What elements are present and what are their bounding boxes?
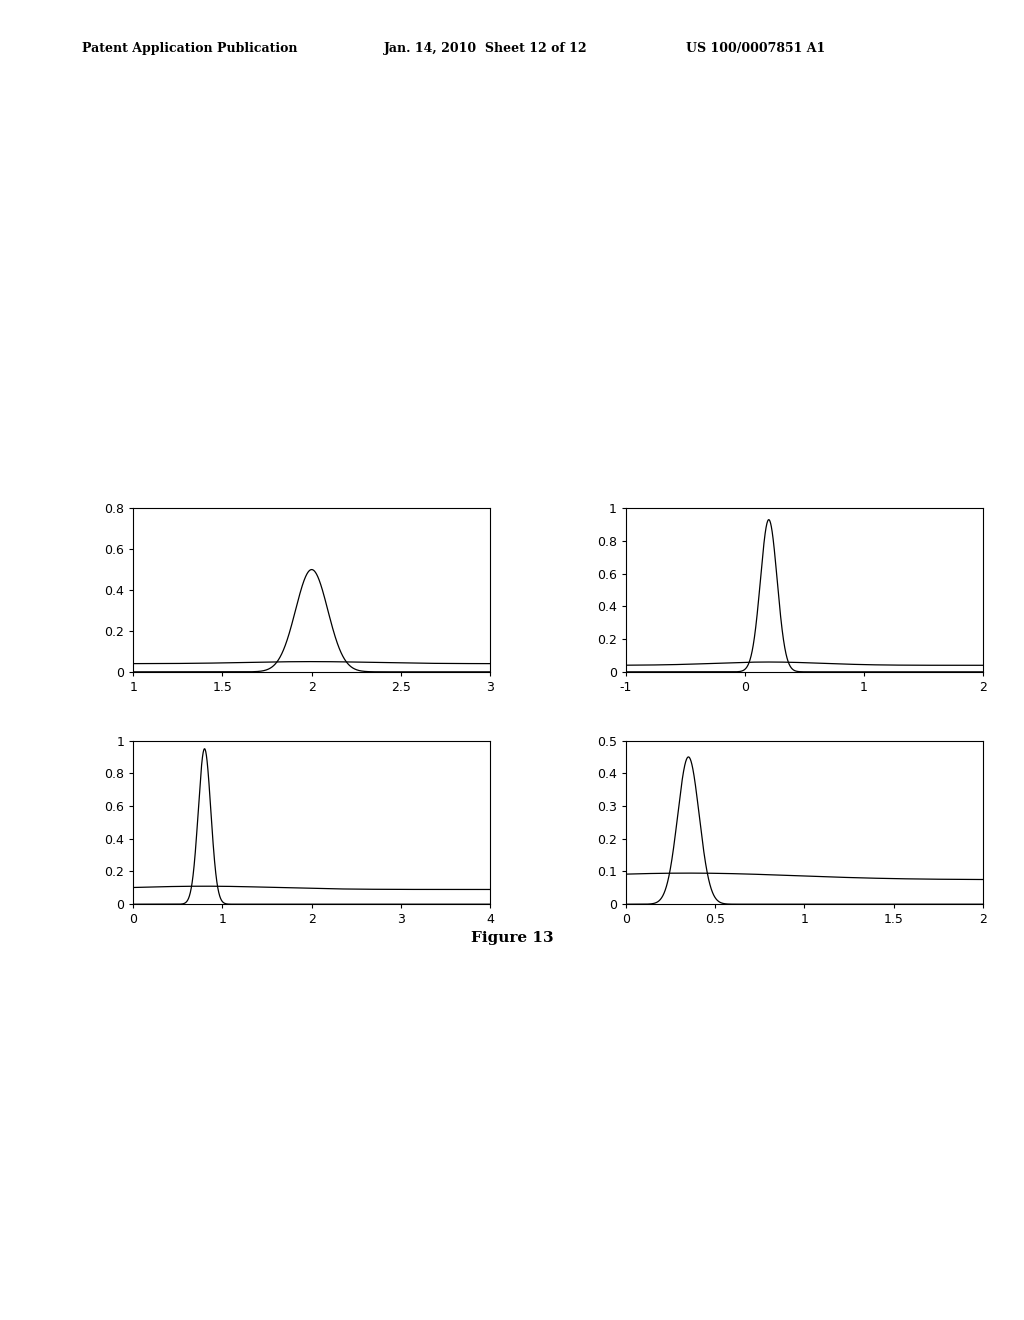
Text: US 100/0007851 A1: US 100/0007851 A1 — [686, 42, 825, 55]
Text: Patent Application Publication: Patent Application Publication — [82, 42, 297, 55]
Text: Jan. 14, 2010  Sheet 12 of 12: Jan. 14, 2010 Sheet 12 of 12 — [384, 42, 588, 55]
Text: Figure 13: Figure 13 — [471, 931, 553, 945]
